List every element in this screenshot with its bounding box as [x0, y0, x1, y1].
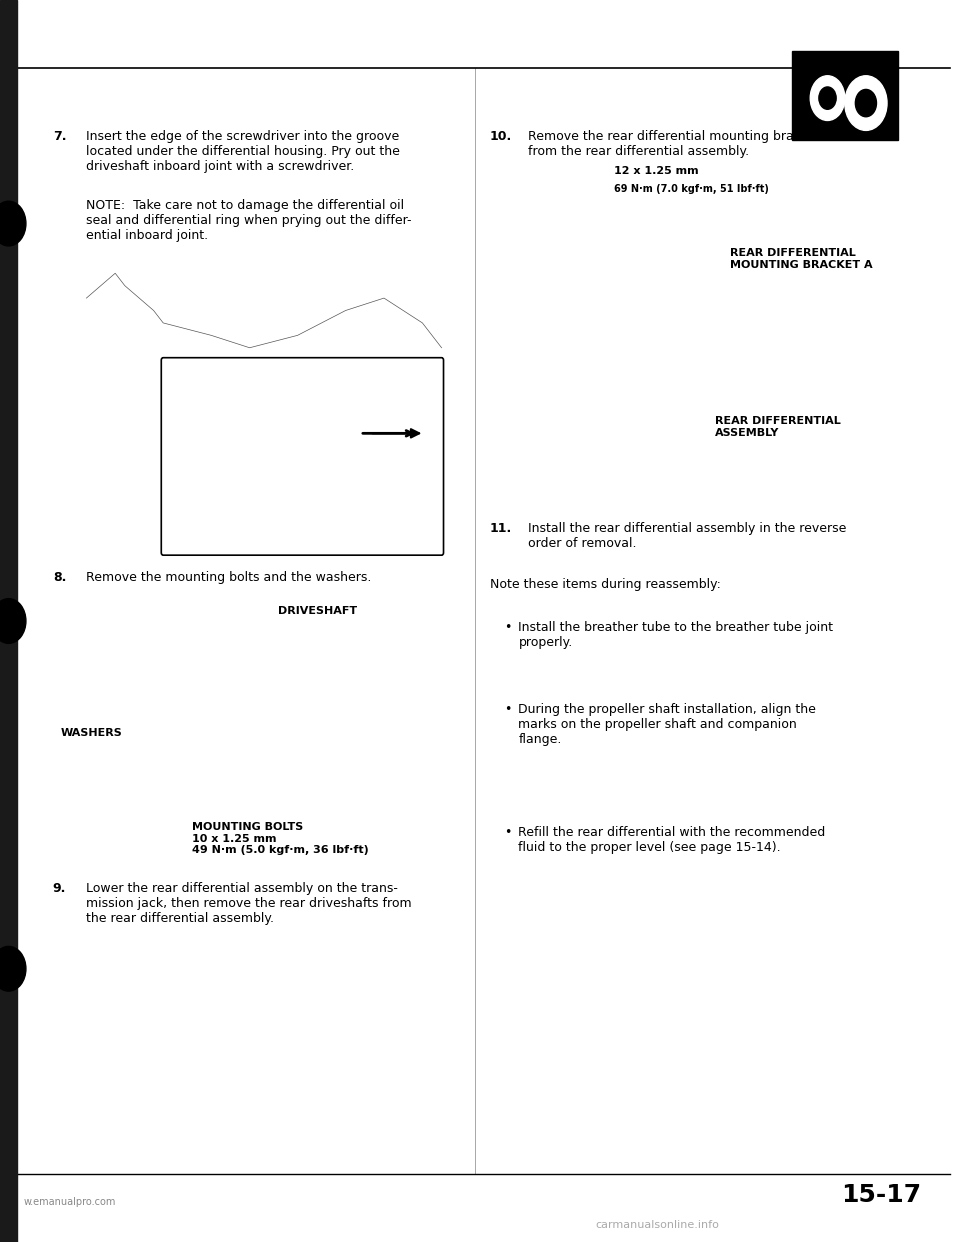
Text: carmanualsonline.info: carmanualsonline.info — [595, 1220, 719, 1230]
Bar — [490, 174, 912, 478]
Text: Install the breather tube to the breather tube joint
properly.: Install the breather tube to the breathe… — [518, 621, 833, 650]
Text: Lower the rear differential assembly on the trans-
mission jack, then remove the: Lower the rear differential assembly on … — [86, 882, 412, 925]
Text: OIL SEAL: OIL SEAL — [341, 443, 396, 453]
Text: 12 x 1.25 mm: 12 x 1.25 mm — [614, 166, 699, 176]
Text: DRIVESHAFT: DRIVESHAFT — [336, 504, 415, 514]
Text: Install the rear differential assembly in the reverse
order of removal.: Install the rear differential assembly i… — [528, 522, 847, 550]
Text: Remove the rear differential mounting bracket A
from the rear differential assem: Remove the rear differential mounting br… — [528, 130, 832, 159]
Text: 69 N·m (7.0 kgf·m, 51 lbf·ft): 69 N·m (7.0 kgf·m, 51 lbf·ft) — [614, 184, 769, 194]
Text: REAR DIFFERENTIAL
MOUNTING BRACKET A: REAR DIFFERENTIAL MOUNTING BRACKET A — [730, 248, 873, 270]
Circle shape — [819, 87, 836, 109]
Text: •: • — [504, 826, 512, 838]
Text: DRIVESHAFT: DRIVESHAFT — [278, 606, 357, 616]
Text: NOTE:  Take care not to damage the differential oil
seal and differential ring w: NOTE: Take care not to damage the differ… — [86, 199, 412, 242]
Bar — [53, 590, 456, 832]
Text: 11.: 11. — [490, 522, 512, 534]
Text: DIFFERENTIAL
RING: DIFFERENTIAL RING — [250, 535, 333, 558]
Text: w.emanualpro.com: w.emanualpro.com — [24, 1197, 116, 1207]
Circle shape — [0, 946, 26, 991]
Circle shape — [0, 201, 26, 246]
Text: Insert the edge of the screwdriver into the groove
located under the differentia: Insert the edge of the screwdriver into … — [86, 130, 400, 174]
Circle shape — [855, 89, 876, 117]
Text: Remove the mounting bolts and the washers.: Remove the mounting bolts and the washer… — [86, 571, 372, 584]
Text: WASHERS: WASHERS — [60, 728, 122, 738]
Text: MOUNTING BOLTS
10 x 1.25 mm
49 N·m (5.0 kgf·m, 36 lbf·ft): MOUNTING BOLTS 10 x 1.25 mm 49 N·m (5.0 … — [192, 822, 369, 856]
Text: Note these items during reassembly:: Note these items during reassembly: — [490, 578, 720, 590]
Text: •: • — [504, 621, 512, 633]
FancyBboxPatch shape — [161, 358, 444, 555]
Text: REAR DIFFERENTIAL
ASSEMBLY: REAR DIFFERENTIAL ASSEMBLY — [715, 416, 841, 437]
Text: During the propeller shaft installation, align the
marks on the propeller shaft : During the propeller shaft installation,… — [518, 703, 816, 746]
Text: •: • — [504, 703, 512, 715]
Circle shape — [0, 599, 26, 643]
Bar — [53, 236, 456, 503]
Text: 15-17: 15-17 — [842, 1184, 922, 1207]
Text: 10.: 10. — [490, 130, 512, 143]
Circle shape — [845, 76, 887, 130]
Text: Refill the rear differential with the recommended
fluid to the proper level (see: Refill the rear differential with the re… — [518, 826, 826, 854]
Text: 9.: 9. — [53, 882, 66, 894]
Bar — [792, 51, 898, 140]
Text: 8.: 8. — [53, 571, 66, 584]
Text: 7.: 7. — [53, 130, 66, 143]
Bar — [0, 0, 17, 1242]
Circle shape — [810, 76, 845, 120]
